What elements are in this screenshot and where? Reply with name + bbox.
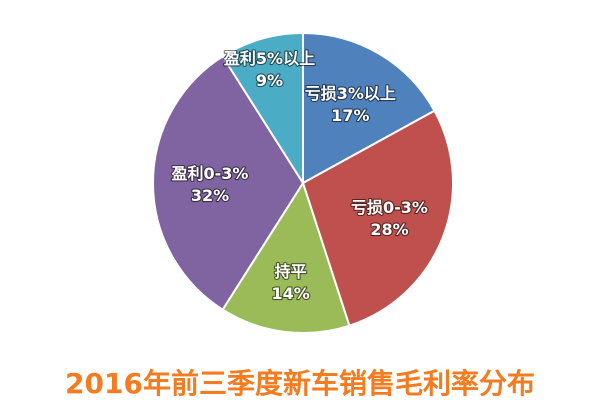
pie-slices xyxy=(152,31,454,334)
pie-slice xyxy=(301,109,454,327)
pie-slice xyxy=(221,31,304,187)
slice-label: 亏损0-3% 28% xyxy=(351,198,428,239)
slice-label: 盈利5%以上 9% xyxy=(223,49,315,90)
pie-chart: 亏损3%以上 17% 亏损0-3% 28% 持平 14% 盈利0-3% 32% 盈利5%以上 9% xyxy=(152,31,454,334)
slice-label: 盈利0-3% 32% xyxy=(171,164,249,205)
pie-slice xyxy=(152,54,305,312)
chart-title: 2016年前三季度新车销售毛利率分布 xyxy=(65,367,535,400)
slice-label: 亏损3%以上 17% xyxy=(305,84,396,125)
pie-slice xyxy=(302,31,436,185)
pie-labels: 亏损3%以上 17% 亏损0-3% 28% 持平 14% 盈利0-3% 32% 盈利5%以上 9% xyxy=(169,48,429,305)
pie-slice xyxy=(221,180,351,334)
slice-label: 持平 14% xyxy=(271,262,309,303)
